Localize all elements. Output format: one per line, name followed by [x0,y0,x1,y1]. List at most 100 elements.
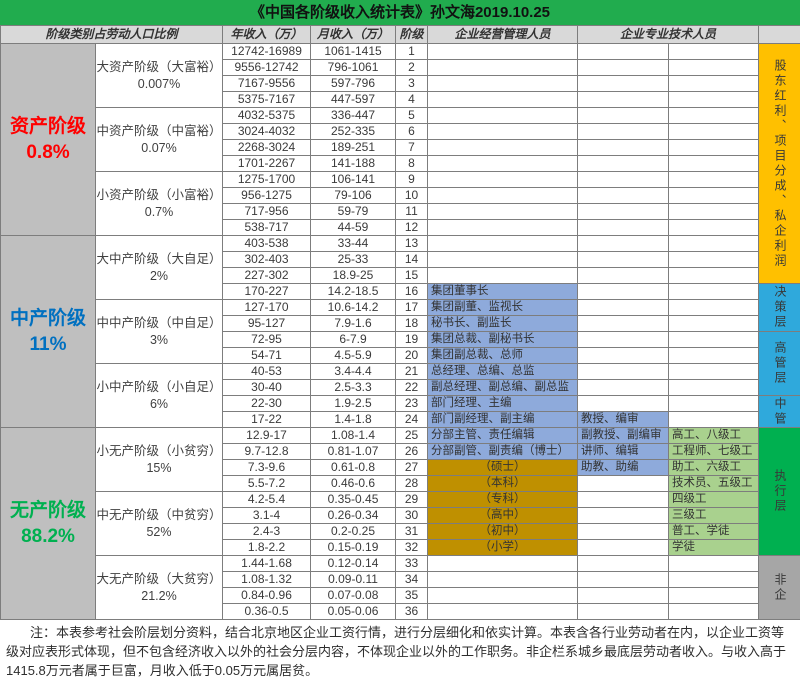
technical-worker-cell [669,364,759,380]
annual-income-cell: 12742-16989 [223,44,311,60]
major-class-percent: 11% [1,332,95,358]
level-cell: 24 [396,412,428,428]
management-title-cell [428,124,578,140]
annual-income-cell: 717-956 [223,204,311,220]
management-title-cell: （初中） [428,524,578,540]
header-class-ratio: 阶级类别占劳动人口比例 [1,26,223,44]
level-cell: 32 [396,540,428,556]
subclass-percent: 6% [96,396,222,412]
technical-title-cell [578,124,669,140]
monthly-income-cell: 10.6-14.2 [311,300,396,316]
level-cell: 20 [396,348,428,364]
annual-income-cell: 1.44-1.68 [223,556,311,572]
subclass-label: 大无产阶级（大贫穷） [96,571,222,587]
management-title-cell: 集团副总裁、总师 [428,348,578,364]
annual-income-cell: 9556-12742 [223,60,311,76]
header-technical: 企业专业技术人员 [578,26,759,44]
technical-title-cell: 助教、助编 [578,460,669,476]
monthly-income-cell: 14.2-18.5 [311,284,396,300]
monthly-income-cell: 796-1061 [311,60,396,76]
management-title-cell [428,156,578,172]
subclass-cell: 中无产阶级（中贫穷）52% [96,492,223,556]
monthly-income-cell: 0.81-1.07 [311,444,396,460]
management-title-cell [428,92,578,108]
management-title-cell: 副总经理、副总编、副总监 [428,380,578,396]
annual-income-cell: 0.36-0.5 [223,604,311,620]
level-cell: 7 [396,140,428,156]
technical-title-cell [578,268,669,284]
technical-title-cell [578,92,669,108]
subclass-percent: 0.007% [96,76,222,92]
monthly-income-cell: 3.4-4.4 [311,364,396,380]
major-class-label: 无产阶级 [1,498,95,524]
major-class-percent: 0.8% [1,140,95,166]
level-cell: 25 [396,428,428,444]
management-title-cell: 分部副管、副责编（博士） [428,444,578,460]
technical-title-cell [578,508,669,524]
level-cell: 29 [396,492,428,508]
annual-income-cell: 170-227 [223,284,311,300]
subclass-label: 小中产阶级（小自足） [96,379,222,395]
annual-income-cell: 2268-3024 [223,140,311,156]
subclass-percent: 52% [96,524,222,540]
technical-worker-cell [669,140,759,156]
technical-worker-cell [669,604,759,620]
technical-title-cell [578,348,669,364]
monthly-income-cell: 189-251 [311,140,396,156]
technical-title-cell [578,380,669,396]
subclass-percent: 3% [96,332,222,348]
management-title-cell [428,604,578,620]
technical-title-cell [578,220,669,236]
annual-income-cell: 0.84-0.96 [223,588,311,604]
subclass-percent: 0.7% [96,204,222,220]
header-management: 企业经营管理人员 [428,26,578,44]
technical-worker-cell [669,284,759,300]
technical-title-cell [578,172,669,188]
annual-income-cell: 17-22 [223,412,311,428]
annual-income-cell: 40-53 [223,364,311,380]
technical-worker-cell [669,348,759,364]
management-title-cell: （高中） [428,508,578,524]
level-cell: 10 [396,188,428,204]
level-cell: 13 [396,236,428,252]
technical-worker-cell [669,172,759,188]
technical-title-cell [578,364,669,380]
level-cell: 15 [396,268,428,284]
monthly-income-cell: 0.35-0.45 [311,492,396,508]
technical-title-cell [578,140,669,156]
level-cell: 19 [396,332,428,348]
annual-income-cell: 403-538 [223,236,311,252]
technical-title-cell [578,316,669,332]
subclass-label: 大中产阶级（大自足） [96,251,222,267]
execution-layer-band: 执行层 [759,428,800,556]
technical-worker-cell [669,236,759,252]
annual-income-cell: 5.5-7.2 [223,476,311,492]
level-cell: 11 [396,204,428,220]
technical-worker-cell: 学徒 [669,540,759,556]
annual-income-cell: 9.7-12.8 [223,444,311,460]
level-cell: 22 [396,380,428,396]
level-cell: 36 [396,604,428,620]
management-title-cell [428,556,578,572]
technical-worker-cell [669,92,759,108]
major-class-percent: 88.2% [1,524,95,550]
header-level: 阶级 [396,26,428,44]
technical-worker-cell [669,316,759,332]
management-title-cell [428,188,578,204]
shareholder-dividend-band: 股东红利、项目分成、私企利润 [759,44,800,284]
monthly-income-cell: 1.4-1.8 [311,412,396,428]
technical-worker-cell: 四级工 [669,492,759,508]
technical-worker-cell: 技术员、五级工 [669,476,759,492]
level-cell: 1 [396,44,428,60]
management-title-cell: 分部主管、责任编辑 [428,428,578,444]
decision-layer-band: 决策层 [759,284,800,332]
subclass-cell: 小中产阶级（小自足）6% [96,364,223,428]
technical-worker-cell [669,396,759,412]
technical-title-cell [578,236,669,252]
header-monthly-income: 月收入（万） [311,26,396,44]
annual-income-cell: 30-40 [223,380,311,396]
technical-title-cell [578,252,669,268]
